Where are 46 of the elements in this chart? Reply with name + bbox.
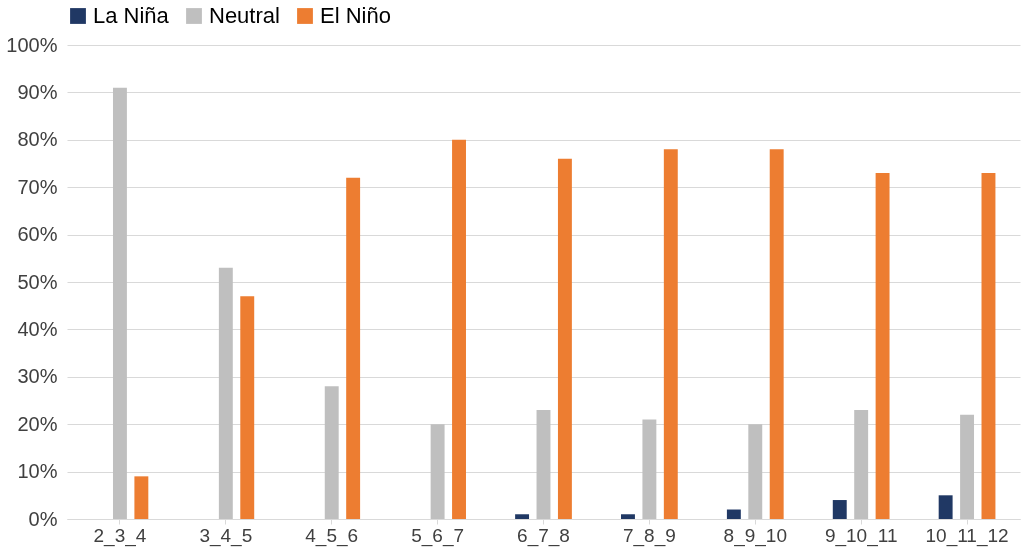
y-tick-label: 70%: [17, 175, 58, 198]
legend-label: El Niño: [320, 3, 391, 28]
y-tick-label: 40%: [17, 317, 58, 340]
bar: [832, 500, 847, 519]
bar: [324, 386, 339, 519]
x-tick-label: 6_7_8: [517, 524, 570, 547]
bar: [452, 139, 466, 519]
bar: [875, 172, 890, 519]
x-tick-label: 5_6_7: [411, 524, 465, 547]
bar: [515, 514, 530, 519]
y-tick-label: 0%: [28, 507, 58, 530]
x-tick-label: 2_3_4: [93, 524, 147, 547]
bar: [981, 172, 996, 519]
bar: [938, 495, 953, 519]
bar: [621, 514, 635, 519]
legend-label: La Niña: [93, 3, 170, 28]
bar: [112, 87, 127, 519]
y-tick-label: 90%: [17, 80, 58, 103]
bar: [769, 149, 784, 519]
x-tick-label: 8_9_10: [723, 524, 787, 547]
y-tick-label: 20%: [17, 412, 58, 435]
bar: [642, 419, 657, 519]
x-tick-label: 4_5_6: [305, 524, 359, 547]
bar: [134, 476, 149, 519]
bar: [346, 177, 361, 519]
y-tick-label: 80%: [17, 128, 58, 151]
y-tick-label: 30%: [17, 365, 58, 388]
bar: [854, 409, 869, 519]
x-tick-label: 3_4_5: [199, 524, 253, 547]
y-tick-label: 60%: [17, 223, 58, 246]
bar: [726, 509, 741, 519]
bar: [557, 158, 572, 519]
legend-label: Neutral: [209, 3, 280, 28]
bar: [430, 424, 445, 519]
x-tick-label: 7_8_9: [622, 524, 676, 547]
bar: [960, 414, 975, 519]
y-tick-label: 10%: [17, 460, 58, 483]
bar: [536, 409, 551, 519]
x-tick-label: 9_10_11: [824, 524, 898, 547]
bar: [748, 424, 763, 519]
bar: [240, 296, 255, 519]
bar: [218, 267, 233, 519]
bar: [663, 149, 678, 519]
y-tick-label: 50%: [17, 270, 58, 293]
x-tick-label: 10_11_12: [925, 524, 1009, 547]
y-tick-label: 100%: [6, 33, 58, 56]
